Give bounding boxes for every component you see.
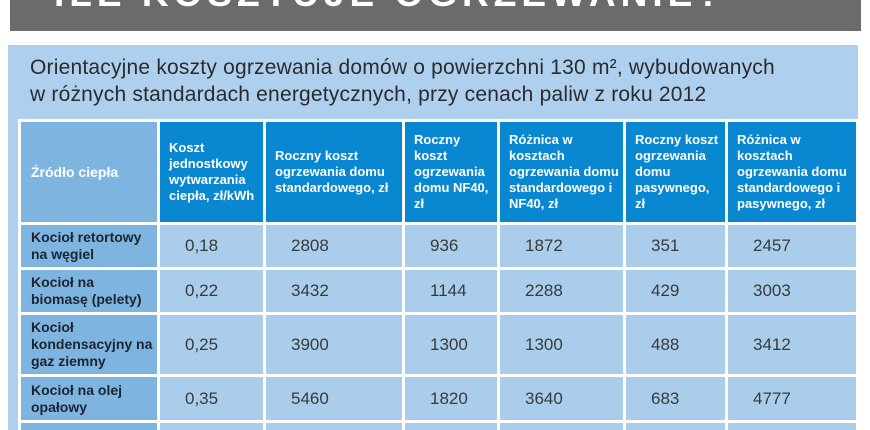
cell-value: 3432	[263, 267, 405, 315]
cell-value: 1872	[497, 222, 626, 270]
cell-value: 683	[623, 374, 728, 423]
table-row: Kocioł retortowy na węgiel 0,18 2808 936…	[18, 222, 858, 270]
cell-value: 0,22	[157, 267, 266, 315]
cell-value: 4160	[497, 420, 626, 430]
table-row: Kocioł na olej opałowy 0,35 5460 1820 36…	[18, 374, 858, 423]
cell-value: 1300	[497, 312, 626, 377]
table-row: Kocioł na biomasę (pelety) 0,22 3432 114…	[18, 267, 858, 315]
cell-value: 5460	[725, 420, 858, 430]
column-header-passive-cost: Roczny koszt ogrzewania domu pasywnego, …	[623, 119, 728, 225]
table-header-row: Źródło ciepła Koszt jednostkowy wytwarza…	[18, 119, 858, 225]
cell-value: 351	[623, 222, 728, 270]
cell-value: 1144	[402, 267, 500, 315]
cell-value: 5460	[263, 374, 405, 423]
column-header-diff-passive: Różnica w kosztach ogrzewania domu stand…	[725, 119, 858, 225]
column-header-diff-nf40: Różnica w kosztach ogrzewania domu stand…	[497, 119, 626, 225]
table-row: Kocioł kondensacyjny na gaz ziemny 0,25 …	[18, 312, 858, 377]
title-bar: ILE KOSZTUJE OGRZEWANIE?	[10, 0, 861, 31]
cell-value: 1300	[402, 312, 500, 377]
cell-value: 3900	[263, 312, 405, 377]
table-row: Kocioł na gaz 0,40 6240 2080 4160 780 54…	[18, 420, 858, 430]
cell-value: 4777	[725, 374, 858, 423]
cell-value: 2808	[263, 222, 405, 270]
column-header-standard-cost: Roczny koszt ogrzewania domu standardowe…	[263, 119, 405, 225]
column-header-nf40-cost: Roczny koszt ogrzewania domu NF40, zł	[402, 119, 500, 225]
row-label: Kocioł na biomasę (pelety)	[18, 267, 160, 315]
cell-value: 1820	[402, 374, 500, 423]
subtitle-line-1: Orientacyjne koszty ogrzewania domów o p…	[30, 56, 775, 79]
cell-value: 2080	[402, 420, 500, 430]
cell-value: 936	[402, 222, 500, 270]
cell-value: 0,25	[157, 312, 266, 377]
content-panel: Orientacyjne koszty ogrzewania domów o p…	[8, 45, 858, 430]
row-label: Kocioł kondensacyjny na gaz ziemny	[18, 312, 160, 377]
page-title: ILE KOSZTUJE OGRZEWANIE?	[54, 0, 725, 15]
cell-value: 780	[623, 420, 728, 430]
cell-value: 429	[623, 267, 728, 315]
column-header-unit-cost: Koszt jednostkowy wytwarzania ciepła, zł…	[157, 119, 266, 225]
column-header-source: Źródło ciepła	[18, 119, 160, 225]
cell-value: 2288	[497, 267, 626, 315]
cell-value: 2457	[725, 222, 858, 270]
row-label: Kocioł na olej opałowy	[18, 374, 160, 423]
cell-value: 6240	[263, 420, 405, 430]
cell-value: 0,35	[157, 374, 266, 423]
table-subtitle: Orientacyjne koszty ogrzewania domów o p…	[8, 54, 858, 108]
cell-value: 488	[623, 312, 728, 377]
row-label: Kocioł retortowy na węgiel	[18, 222, 160, 270]
cell-value: 3412	[725, 312, 858, 377]
heating-costs-table: Źródło ciepła Koszt jednostkowy wytwarza…	[18, 119, 858, 430]
cell-value: 3640	[497, 374, 626, 423]
subtitle-line-2: w różnych standardach energetycznych, pr…	[30, 83, 707, 106]
cell-value: 3003	[725, 267, 858, 315]
cell-value: 0,18	[157, 222, 266, 270]
cell-value: 0,40	[157, 420, 266, 430]
row-label: Kocioł na gaz	[18, 420, 160, 430]
